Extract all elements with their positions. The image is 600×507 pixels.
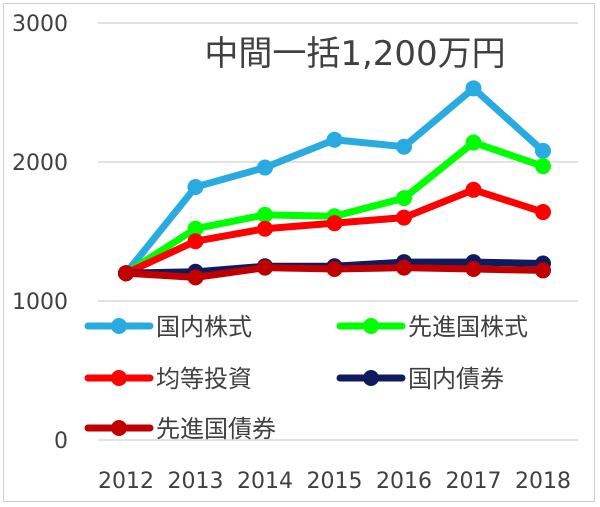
- data-point: [396, 209, 412, 226]
- data-point: [326, 215, 343, 232]
- data-point: [396, 138, 412, 155]
- data-point: [465, 181, 482, 198]
- chart-frame: [3, 3, 595, 502]
- legend-label: 先進国株式: [408, 313, 528, 341]
- data-point: [535, 142, 551, 159]
- data-point: [465, 134, 482, 151]
- x-tick-label: 2017: [446, 469, 502, 494]
- data-point: [257, 259, 273, 276]
- data-point: [187, 179, 204, 196]
- data-point: [396, 259, 412, 276]
- data-point: [118, 265, 134, 282]
- data-point: [187, 220, 204, 237]
- data-point: [465, 261, 482, 278]
- x-tick-label: 2013: [168, 469, 224, 494]
- y-tick-label: 1000: [12, 290, 68, 315]
- y-tick-label: 0: [54, 429, 68, 454]
- data-point: [257, 220, 273, 237]
- legend-swatch-marker: [111, 318, 127, 334]
- y-tick-label: 2000: [12, 151, 68, 176]
- y-axis-ticks: 0 1000 2000 3000: [12, 12, 68, 454]
- legend-item: 先進国株式: [336, 313, 528, 341]
- data-point: [326, 261, 343, 278]
- data-point: [326, 131, 343, 148]
- series-1: [118, 80, 551, 282]
- data-point: [465, 80, 482, 97]
- data-point: [257, 159, 273, 176]
- data-point: [535, 262, 551, 279]
- x-tick-label: 2014: [237, 469, 293, 494]
- legend-item: 先進国債券: [84, 415, 276, 443]
- x-tick-label: 2015: [307, 469, 363, 494]
- legend-item: 国内株式: [84, 313, 252, 341]
- legend-swatch-marker: [363, 370, 379, 386]
- series-5: [118, 259, 551, 286]
- data-point: [187, 233, 204, 250]
- x-tick-label: 2018: [515, 469, 571, 494]
- legend-swatch-marker: [111, 420, 127, 436]
- legend-swatch-marker: [111, 370, 127, 386]
- legend-swatch-marker: [363, 318, 379, 334]
- chart-title: 中間一括1,200万円: [204, 34, 505, 74]
- legend-label: 国内債券: [408, 365, 504, 393]
- legend-item: 国内債券: [336, 365, 504, 393]
- legend-label: 均等投資: [156, 365, 252, 393]
- data-point: [535, 204, 551, 221]
- legend-item: 均等投資: [84, 365, 252, 393]
- data-point: [257, 206, 273, 223]
- x-axis-ticks: 2012 2013 2014 2015 2016 2017 2018: [98, 469, 571, 494]
- series-lines: [118, 80, 551, 286]
- y-tick-label: 3000: [12, 12, 68, 37]
- data-point: [187, 269, 204, 286]
- data-point: [396, 190, 412, 207]
- legend-label: 国内株式: [156, 313, 252, 341]
- data-point: [535, 158, 551, 175]
- x-tick-label: 2016: [376, 469, 432, 494]
- x-tick-label: 2012: [98, 469, 154, 494]
- gridlines: [98, 22, 578, 441]
- legend-label: 先進国債券: [156, 415, 276, 443]
